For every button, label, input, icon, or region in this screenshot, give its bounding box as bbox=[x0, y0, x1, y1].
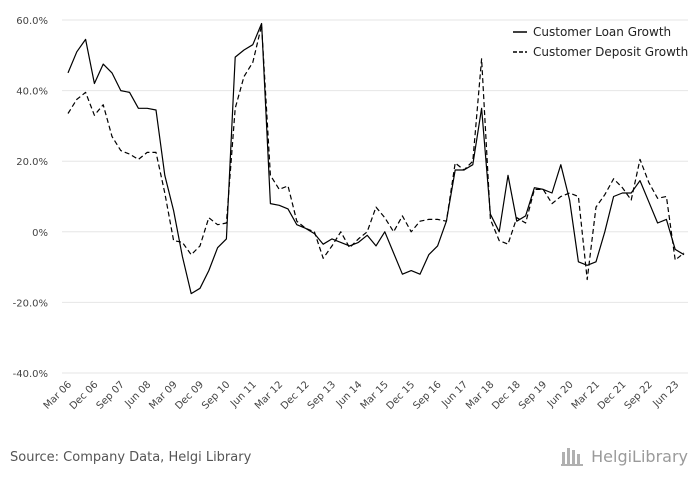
legend-entry: Customer Loan Growth bbox=[533, 25, 671, 39]
x-tick-label: Sep 22 bbox=[623, 379, 655, 411]
y-tick-label: -20.0% bbox=[13, 298, 48, 309]
x-tick-label: Dec 21 bbox=[596, 379, 629, 412]
legend: Customer Loan Growth Customer Deposit Gro… bbox=[513, 25, 688, 59]
y-axis-ticks: 60.0% 40.0% 20.0% 0% -20.0% -40.0% bbox=[13, 16, 48, 380]
series-lines bbox=[67, 22, 685, 295]
helgi-library-logo: HelgiLibrary bbox=[561, 446, 688, 466]
y-tick-label: -40.0% bbox=[13, 369, 48, 380]
legend-entry: Customer Deposit Growth bbox=[533, 45, 688, 59]
x-tick-label: Dec 18 bbox=[490, 379, 523, 412]
y-tick-label: 60.0% bbox=[16, 16, 48, 27]
y-tick-label: 40.0% bbox=[16, 87, 48, 98]
y-tick-label: 20.0% bbox=[16, 157, 48, 168]
x-tick-label: Dec 15 bbox=[385, 379, 418, 412]
logo-text: HelgiLibrary bbox=[591, 446, 688, 466]
x-tick-label: Jun 23 bbox=[651, 379, 682, 410]
x-tick-label: Dec 12 bbox=[279, 379, 312, 412]
x-tick-label: Sep 10 bbox=[200, 379, 232, 411]
library-bars-icon bbox=[561, 448, 584, 466]
x-tick-label: Sep 16 bbox=[411, 379, 443, 411]
x-tick-label: Dec 09 bbox=[173, 379, 206, 412]
line-chart: 60.0% 40.0% 20.0% 0% -20.0% -40.0% Mar 06Dec … bbox=[13, 16, 689, 412]
x-tick-label: Sep 13 bbox=[306, 379, 338, 411]
series-line-loan-growth bbox=[67, 22, 685, 295]
x-tick-label: Dec 06 bbox=[68, 379, 101, 412]
gridlines bbox=[62, 19, 688, 374]
x-tick-label: Sep 19 bbox=[517, 379, 549, 411]
series-line-deposit-growth bbox=[67, 24, 685, 281]
x-tick-label: Sep 07 bbox=[95, 379, 127, 411]
y-tick-label: 0% bbox=[32, 228, 48, 239]
source-note: Source: Company Data, Helgi Library bbox=[10, 450, 252, 465]
